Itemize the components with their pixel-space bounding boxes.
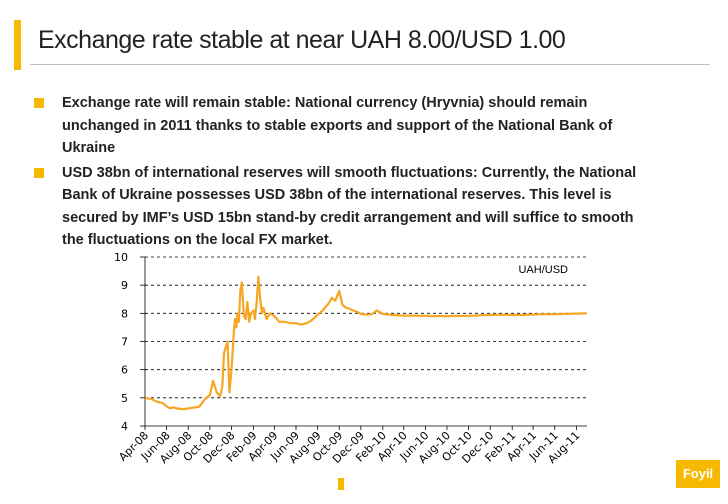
legend-uah-usd: UAH/USD <box>518 264 568 276</box>
x-axis-ticks: Apr-08Jun-08Aug-08Oct-08Dec-08Feb-09Apr-… <box>116 426 582 466</box>
y-tick-label: 8 <box>121 307 128 320</box>
footer-marker <box>338 478 344 490</box>
y-tick-label: 6 <box>121 364 128 377</box>
y-tick-label: 4 <box>121 420 128 433</box>
chart-series <box>144 275 588 411</box>
bullet-square-icon <box>34 98 44 108</box>
y-tick-label: 9 <box>121 279 128 292</box>
bullet-square-icon <box>34 167 44 178</box>
bullet-text: USD 38bn of international reserves will … <box>62 164 637 249</box>
y-tick-label: 7 <box>121 336 128 349</box>
bullet-item-exchange-rate: Exchange rate will remain stable: Nation… <box>34 92 654 160</box>
bullet-item-reserves: USD 38bn of international reserves will … <box>34 162 654 252</box>
bullet-text: Exchange rate will remain stable: Nation… <box>62 95 613 156</box>
y-tick-label: 5 <box>121 392 128 405</box>
series-line-uah-usd <box>144 275 588 411</box>
bullet-list: Exchange rate will remain stable: Nation… <box>34 92 654 254</box>
title-accent-bar <box>14 20 21 70</box>
chart-grid <box>145 256 587 399</box>
title-divider <box>30 64 710 65</box>
slide-title: Exchange rate stable at near UAH 8.00/US… <box>38 26 566 54</box>
y-axis-ticks: 4 5 6 7 8 9 10 <box>114 251 145 433</box>
foyil-logo: Foyil <box>676 460 720 488</box>
y-tick-label: 10 <box>114 251 128 264</box>
